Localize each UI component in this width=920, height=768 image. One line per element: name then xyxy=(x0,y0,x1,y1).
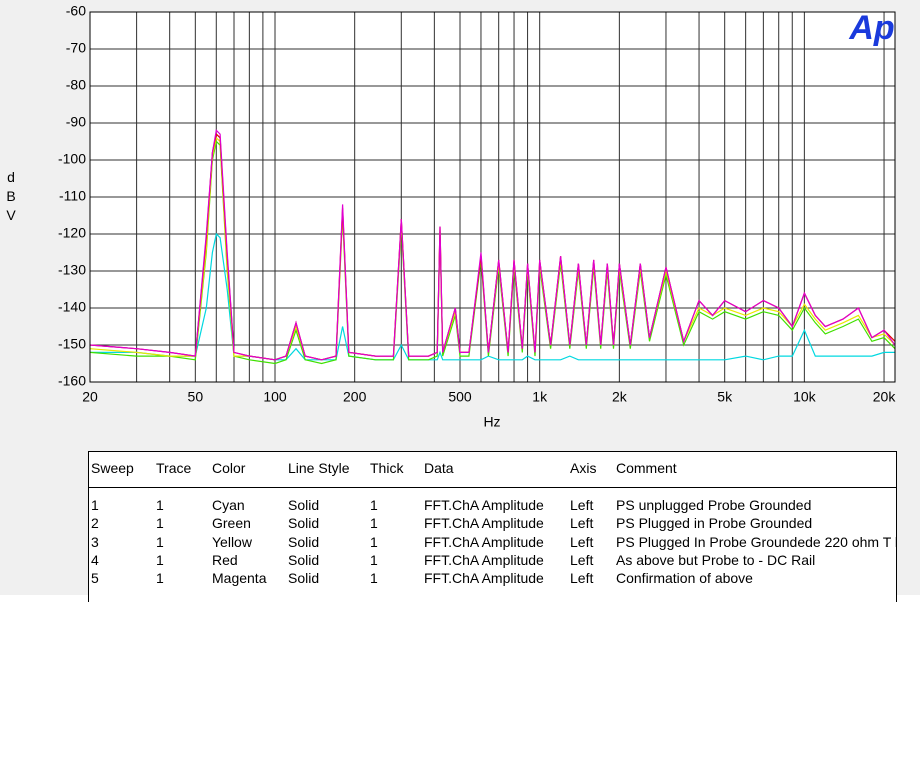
table-cell: FFT.ChA Amplitude xyxy=(424,533,544,550)
table-cell: Thick xyxy=(370,460,404,476)
x-tick-label: 50 xyxy=(188,389,204,405)
y-tick-label: -160 xyxy=(58,373,86,389)
table-cell: Green xyxy=(212,515,251,532)
table-cell: FFT.ChA Amplitude xyxy=(424,551,544,568)
x-tick-label: 5k xyxy=(717,389,733,405)
logo: Ap xyxy=(848,9,894,47)
table-cell: 1 xyxy=(156,551,164,568)
table-cell: 1 xyxy=(156,570,164,587)
table-cell: Left xyxy=(570,551,594,568)
table-cell: PS Plugged in Probe Grounded xyxy=(616,515,813,532)
y-tick-label: -140 xyxy=(58,299,86,315)
table-cell: Comment xyxy=(616,460,677,476)
table-cell: FFT.ChA Amplitude xyxy=(424,570,544,587)
y-tick-label: -120 xyxy=(58,225,86,241)
series-line xyxy=(89,129,896,361)
y-tick-label: -110 xyxy=(59,188,86,204)
plot-border xyxy=(89,11,896,383)
table-cell: PS unplugged Probe Grounded xyxy=(616,497,812,513)
x-tick-label: 20k xyxy=(873,389,897,405)
x-tick-label: 200 xyxy=(343,389,367,405)
table-cell: 1 xyxy=(370,515,378,532)
table-cell: 1 xyxy=(91,497,99,513)
table-cell: Line Style xyxy=(288,460,350,476)
x-tick-label: 10k xyxy=(793,389,817,405)
table-cell: 4 xyxy=(91,551,99,568)
x-tick-label: 100 xyxy=(263,389,287,405)
y-tick-label: -130 xyxy=(58,262,86,278)
table-cell: 1 xyxy=(370,533,378,550)
table-cell: Solid xyxy=(288,533,320,550)
table-cell: Confirmation of above xyxy=(616,570,753,587)
table-cell: Color xyxy=(212,460,246,476)
table-cell: Trace xyxy=(156,460,192,476)
x-tick-label: 20 xyxy=(82,389,98,405)
x-axis-label: Hz xyxy=(483,414,500,430)
table-cell: Magenta xyxy=(212,570,267,587)
table-cell: 1 xyxy=(370,497,378,513)
table-cell: Left xyxy=(570,515,594,532)
table-cell: 1 xyxy=(156,497,164,513)
table-cell: 3 xyxy=(91,533,99,550)
table-separator xyxy=(89,487,896,488)
y-axis-label: dBV xyxy=(6,169,16,223)
table-cell: PS Plugged In Probe Groundede 220 ohm T … xyxy=(616,533,897,550)
legend-table: Sweep Trace Color Line Style Thick Data Axis Co… xyxy=(88,451,897,602)
table-cell: Data xyxy=(424,460,454,476)
table-cell: 1 xyxy=(370,570,378,587)
x-tick-label: 2k xyxy=(612,389,628,405)
y-tick-label: -60 xyxy=(66,3,86,19)
table-cell: As above but Probe to - DC Rail xyxy=(616,551,816,568)
y-tick-label: -90 xyxy=(66,114,86,130)
chart: Ap Hz -60 -70 -80 -90 -100 -110 -120 -130 -140 -1… xyxy=(58,3,897,430)
table-cell: 1 xyxy=(156,533,164,550)
table-cell: Left xyxy=(570,533,594,550)
table-cell: Solid xyxy=(288,570,320,587)
table-cell: 2 xyxy=(91,515,99,532)
table-cell: Solid xyxy=(288,515,320,532)
table-cell: Left xyxy=(570,497,594,513)
table-cell: Yellow xyxy=(212,533,252,550)
table-cell: 1 xyxy=(156,515,164,532)
y-tick-label: -150 xyxy=(58,336,86,352)
table-cell: FFT.ChA Amplitude xyxy=(424,515,544,532)
table-cell: Left xyxy=(570,570,594,587)
table-cell: FFT.ChA Amplitude xyxy=(424,497,544,513)
x-tick-label: 1k xyxy=(532,389,548,405)
y-tick-label: -100 xyxy=(58,151,86,167)
series-line xyxy=(90,232,895,361)
y-tick-label: -80 xyxy=(66,77,86,93)
table-cell: 5 xyxy=(91,570,99,587)
table-cell: Solid xyxy=(288,551,320,568)
table-cell: Red xyxy=(212,551,238,568)
table-cell: Cyan xyxy=(212,497,245,513)
table-cell: Axis xyxy=(570,460,597,476)
table-cell: Solid xyxy=(288,497,320,513)
table-cell: 1 xyxy=(370,551,378,568)
table-cell: Sweep xyxy=(91,460,134,476)
x-tick-label: 500 xyxy=(448,389,472,405)
y-tick-label: -70 xyxy=(66,40,86,56)
